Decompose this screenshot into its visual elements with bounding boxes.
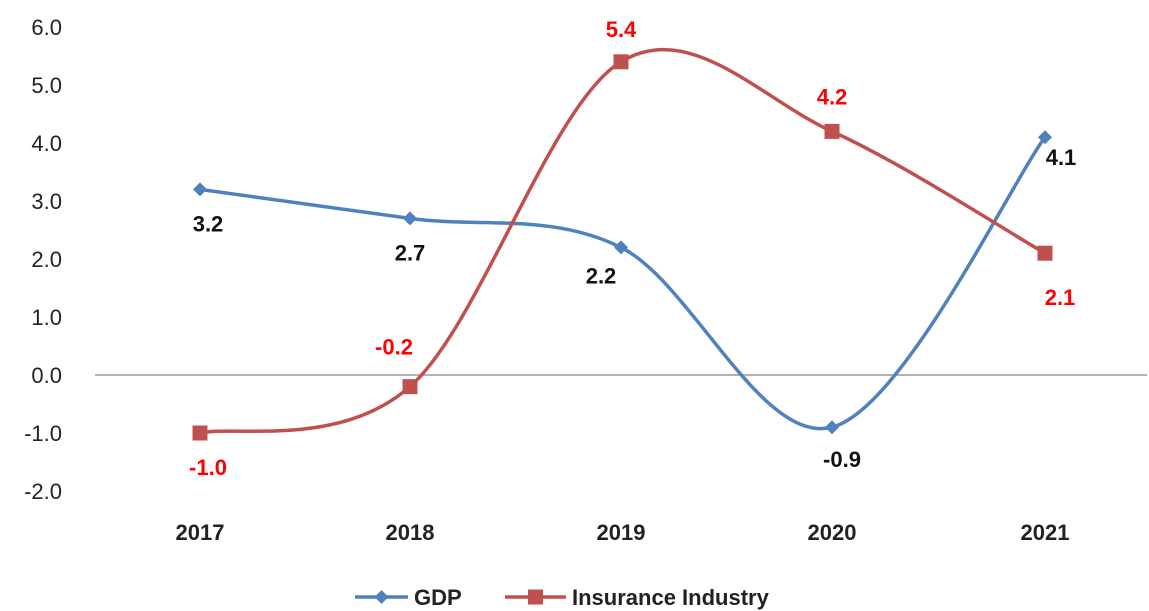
y-tick-label: -1.0 [24, 421, 62, 446]
marker-gdp [614, 240, 628, 255]
y-tick-label: 1.0 [31, 305, 62, 330]
data-label-gdp: 3.2 [193, 211, 224, 236]
y-tick-label: 6.0 [31, 15, 62, 40]
data-labels: 3.2 2.7 2.2 -0.9 4.1 -1.0 -0.2 5.4 4.2 2.1 [189, 17, 1076, 480]
data-label-gdp: 2.7 [395, 240, 426, 265]
data-label-insurance-industry: -1.0 [189, 455, 227, 480]
data-label-insurance-industry: 5.4 [606, 17, 637, 42]
marker-insurance-industry [402, 379, 418, 395]
marker-insurance-industry [824, 123, 840, 139]
y-tick-label: 0.0 [31, 363, 62, 388]
marker-gdp [403, 211, 417, 226]
legend-marker-gdp [374, 590, 389, 604]
y-tick-label: 5.0 [31, 73, 62, 98]
x-tick-label: 2018 [386, 520, 435, 545]
x-tick-label: 2019 [597, 520, 646, 545]
data-label-insurance-industry: 2.1 [1045, 285, 1076, 310]
y-axis: -2.0 -1.0 0.0 1.0 2.0 3.0 4.0 5.0 6.0 [24, 15, 62, 504]
data-label-gdp: 4.1 [1046, 145, 1077, 170]
x-tick-label: 2020 [808, 520, 857, 545]
series-layer [192, 48, 1053, 441]
marker-gdp [825, 420, 839, 435]
series-line-gdp [198, 135, 1047, 431]
y-tick-label: 3.0 [31, 189, 62, 214]
data-label-insurance-industry: -0.2 [375, 335, 413, 360]
legend-item-insurance-industry: Insurance Industry [505, 585, 770, 610]
marker-gdp [193, 182, 207, 197]
legend-label-gdp: GDP [414, 585, 462, 610]
x-axis: 2017 2018 2019 2020 2021 [176, 520, 1070, 545]
series-line-insurance-industry [198, 48, 1047, 435]
x-tick-label: 2017 [176, 520, 225, 545]
marker-gdp [1038, 130, 1052, 145]
legend-label-insurance-industry: Insurance Industry [572, 585, 770, 610]
marker-insurance-industry [613, 54, 629, 70]
data-label-gdp: 2.2 [586, 263, 617, 288]
x-tick-label: 2021 [1021, 520, 1070, 545]
data-label-gdp: -0.9 [823, 447, 861, 472]
data-label-insurance-industry: 4.2 [817, 84, 848, 109]
marker-insurance-industry [1037, 245, 1053, 261]
series-insurance-industry [192, 48, 1053, 441]
y-tick-label: 2.0 [31, 247, 62, 272]
y-tick-label: 4.0 [31, 131, 62, 156]
series-gdp [193, 130, 1052, 435]
legend-item-gdp: GDP [355, 585, 462, 610]
legend: GDP Insurance Industry [355, 585, 770, 610]
y-tick-label: -2.0 [24, 479, 62, 504]
legend-marker-insurance-industry [528, 589, 543, 605]
marker-insurance-industry [192, 425, 208, 441]
